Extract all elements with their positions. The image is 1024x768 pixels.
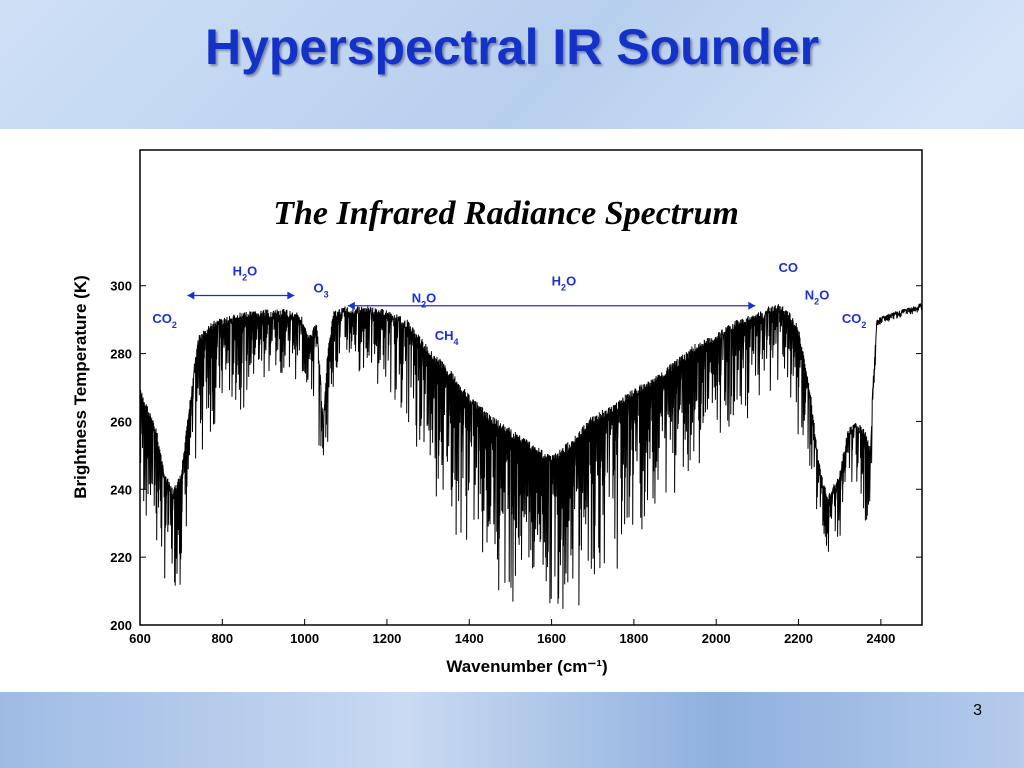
y-tick-label: 220 <box>110 550 132 565</box>
x-tick-label: 2400 <box>866 631 895 646</box>
molecule-label: N2O <box>805 287 830 306</box>
axis-ticks: 600 800 1000 1200 1400 1600 1800 2000 2200 2400 20… <box>110 279 922 646</box>
x-tick-label: 1800 <box>619 631 648 646</box>
arrow-head-right <box>287 291 295 300</box>
chart-panel <box>0 129 1024 692</box>
x-tick-label: 1600 <box>537 631 566 646</box>
x-tick-label: 600 <box>129 631 151 646</box>
x-tick-label: 1200 <box>372 631 401 646</box>
plot-frame <box>139 149 923 626</box>
arrow-head-right <box>748 301 756 310</box>
molecule-label: H2O <box>552 274 577 293</box>
y-tick-label: 280 <box>110 347 132 362</box>
x-tick-label: 2000 <box>702 631 731 646</box>
x-tick-label: 1000 <box>290 631 319 646</box>
x-tick-label: 2200 <box>784 631 813 646</box>
spectrum-line <box>139 303 923 609</box>
molecule-label: CH4 <box>435 328 459 347</box>
molecule-label: CO2 <box>152 311 177 330</box>
x-tick-label: 1400 <box>455 631 484 646</box>
arrow-head-left <box>347 301 355 310</box>
molecule-label: CO2 <box>842 311 867 330</box>
y-tick-label: 240 <box>110 482 132 497</box>
slide-number: 3 <box>973 702 982 719</box>
molecule-label: H2O <box>233 264 258 283</box>
footer-decoration <box>0 692 1024 768</box>
chart-title: The Infrared Radiance Spectrum <box>273 195 739 232</box>
x-tick-label: 800 <box>211 631 233 646</box>
x-axis-label: Wavenumber (cm⁻¹) <box>446 657 607 676</box>
molecule-label: O3 <box>314 281 329 300</box>
molecule-label: N2O <box>412 291 437 310</box>
arrow-head-left <box>187 291 195 300</box>
annotations: CO2 H2O O3 H2O N2O CH4 CO N2O CO2 <box>152 260 866 347</box>
molecule-label: CO <box>778 260 798 275</box>
slide-title: Hyperspectral IR Sounder <box>204 19 820 75</box>
spectrum-series <box>139 303 923 609</box>
y-tick-label: 200 <box>110 618 132 633</box>
y-tick-label: 300 <box>110 279 132 294</box>
y-axis-label: Brightness Temperature (K) <box>71 275 90 499</box>
y-tick-label: 260 <box>110 414 132 429</box>
